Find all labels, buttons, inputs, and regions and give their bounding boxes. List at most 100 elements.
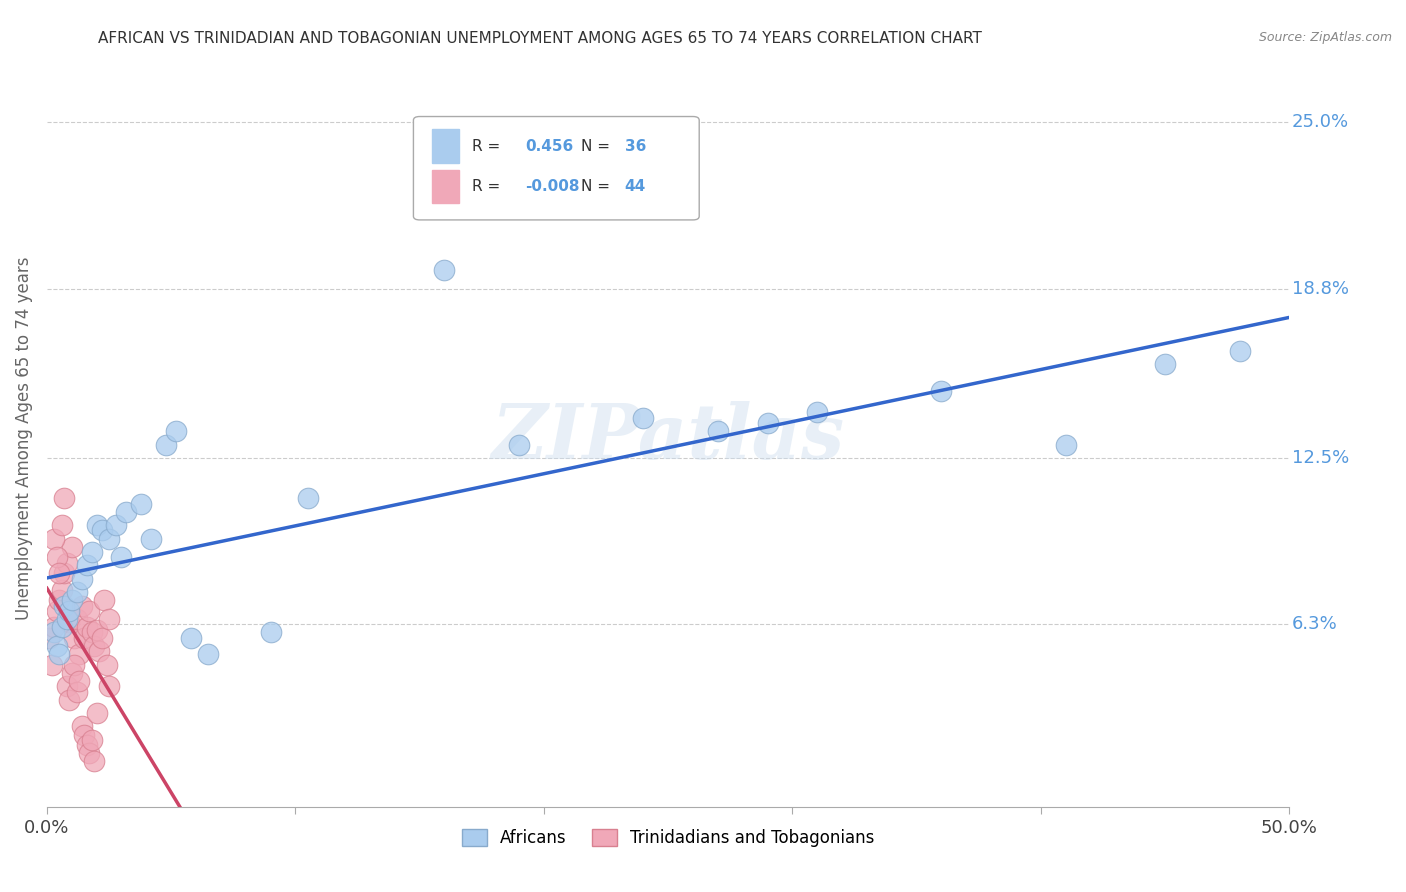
Point: [48, 647, 70, 661]
Point: [80, 545, 103, 559]
Point: [90, 631, 112, 645]
Text: ZIPatlas: ZIPatlas: [492, 401, 845, 475]
Point: [58, 692, 80, 706]
Point: [98, 532, 121, 546]
Point: [76, 620, 98, 634]
Y-axis label: Unemployment Among Ages 65 to 74 years: Unemployment Among Ages 65 to 74 years: [15, 256, 32, 620]
Bar: [432, 170, 460, 203]
Point: [93, 593, 115, 607]
Point: [80, 733, 103, 747]
Text: N =: N =: [581, 179, 614, 194]
Text: 36: 36: [624, 138, 645, 153]
Point: [86, 706, 108, 720]
Point: [80, 625, 103, 640]
Point: [67, 673, 90, 688]
Point: [98, 679, 121, 693]
Point: [67, 647, 90, 661]
Point: [66, 612, 89, 626]
Point: [90, 524, 112, 538]
Point: [76, 558, 98, 573]
Text: 0.456: 0.456: [526, 138, 574, 153]
Text: Source: ZipAtlas.com: Source: ZipAtlas.com: [1258, 31, 1392, 45]
Point: [931, 384, 953, 398]
Point: [110, 550, 132, 565]
Text: -0.008: -0.008: [526, 179, 579, 194]
Point: [44, 532, 66, 546]
Point: [44, 625, 66, 640]
Point: [83, 755, 105, 769]
Text: 6.3%: 6.3%: [1292, 615, 1337, 633]
Point: [63, 657, 86, 672]
Point: [73, 727, 96, 741]
Point: [96, 657, 118, 672]
Point: [141, 532, 163, 546]
Point: [48, 566, 70, 581]
Legend: Africans, Trinidadians and Tobagonians: Africans, Trinidadians and Tobagonians: [456, 822, 882, 855]
Point: [45, 639, 67, 653]
Text: N =: N =: [581, 138, 614, 153]
Point: [86, 623, 108, 637]
Point: [105, 518, 128, 533]
Point: [70, 572, 93, 586]
Point: [63, 631, 86, 645]
Point: [508, 437, 530, 451]
Text: R =: R =: [472, 179, 505, 194]
Text: 18.8%: 18.8%: [1292, 280, 1348, 298]
Bar: [432, 129, 460, 162]
Point: [58, 604, 80, 618]
Point: [806, 405, 828, 419]
Point: [707, 424, 730, 438]
Point: [86, 518, 108, 533]
Point: [55, 679, 77, 693]
Point: [66, 585, 89, 599]
Point: [53, 566, 76, 581]
Text: 12.5%: 12.5%: [1292, 449, 1350, 467]
Point: [165, 424, 187, 438]
Point: [38, 631, 60, 645]
Point: [83, 639, 105, 653]
Point: [297, 491, 319, 506]
Point: [44, 620, 66, 634]
Text: R =: R =: [472, 138, 505, 153]
Point: [87, 644, 110, 658]
Text: AFRICAN VS TRINIDADIAN AND TOBAGONIAN UNEMPLOYMENT AMONG AGES 65 TO 74 YEARS COR: AFRICAN VS TRINIDADIAN AND TOBAGONIAN UN…: [98, 31, 983, 46]
Point: [77, 747, 100, 761]
Point: [70, 719, 93, 733]
Point: [98, 612, 121, 626]
Point: [60, 665, 83, 680]
Point: [51, 518, 73, 533]
Point: [259, 625, 281, 640]
Point: [433, 263, 456, 277]
Point: [41, 657, 63, 672]
Point: [77, 604, 100, 618]
Point: [1054, 437, 1077, 451]
Point: [45, 604, 67, 618]
Point: [197, 647, 219, 661]
Point: [51, 620, 73, 634]
Point: [53, 491, 76, 506]
Text: 25.0%: 25.0%: [1292, 113, 1348, 131]
Point: [66, 684, 89, 698]
Point: [51, 582, 73, 597]
Point: [73, 631, 96, 645]
Point: [633, 410, 655, 425]
Text: 44: 44: [624, 179, 645, 194]
Point: [48, 593, 70, 607]
Point: [70, 599, 93, 613]
Point: [756, 416, 779, 430]
Point: [76, 739, 98, 753]
Point: [55, 556, 77, 570]
Point: [155, 437, 177, 451]
Point: [60, 540, 83, 554]
Point: [60, 593, 83, 607]
Point: [180, 631, 202, 645]
Point: [1229, 343, 1251, 358]
Point: [55, 612, 77, 626]
Point: [131, 497, 153, 511]
Point: [115, 505, 138, 519]
FancyBboxPatch shape: [413, 117, 699, 220]
Point: [45, 550, 67, 565]
Point: [58, 615, 80, 629]
Point: [1154, 357, 1177, 371]
Point: [53, 599, 76, 613]
